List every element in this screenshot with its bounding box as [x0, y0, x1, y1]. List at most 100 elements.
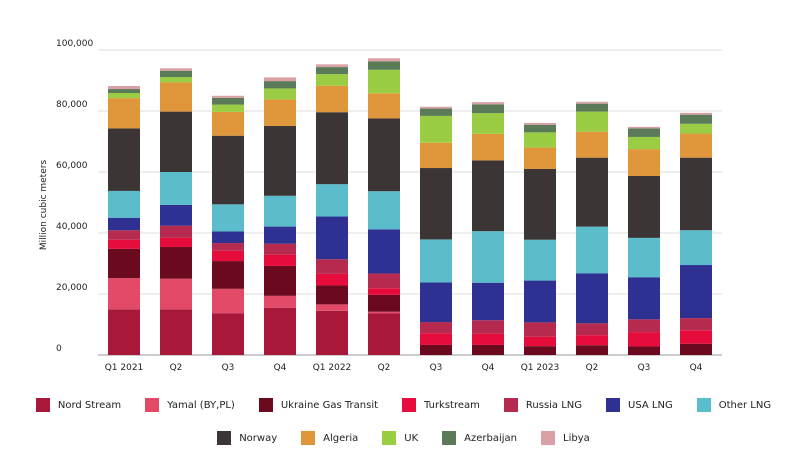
bar-segment	[420, 344, 452, 355]
y-tick-label: 40,000	[56, 222, 88, 232]
bar-segment	[212, 250, 244, 262]
bar-segment	[108, 98, 140, 129]
bar-segment	[524, 280, 556, 323]
bar-segment	[628, 149, 660, 176]
bar-segment	[316, 304, 348, 311]
legend-swatch	[217, 431, 232, 445]
legend-swatch	[442, 431, 457, 445]
legend-swatch	[35, 398, 50, 412]
bar-segment	[680, 157, 712, 231]
legend-swatch	[301, 431, 316, 445]
legend-row-1: Nord Stream Yamal (BY,PL) Ukraine Gas Tran…	[0, 398, 807, 412]
bar-segment	[316, 273, 348, 286]
legend-label: Algeria	[323, 432, 359, 444]
bar-segment	[212, 104, 244, 112]
bar-segment	[160, 111, 192, 172]
x-tick-label: Q4	[482, 363, 495, 373]
bar-segment	[108, 309, 140, 355]
bar-segment	[212, 231, 244, 244]
bar-segment	[108, 217, 140, 231]
legend-swatch	[145, 398, 160, 412]
bar-segment	[108, 248, 140, 279]
bar-segment	[680, 343, 712, 355]
legend-label: Libya	[563, 432, 590, 444]
bar-segment	[472, 333, 504, 345]
y-tick-label: 60,000	[56, 161, 88, 171]
y-axis-label: Million cubic meters	[39, 160, 49, 251]
bar-segment	[680, 330, 712, 344]
bar-segment	[524, 132, 556, 148]
y-tick-label: 0	[56, 344, 62, 354]
bar-segment	[212, 111, 244, 136]
bar-segment	[108, 93, 140, 99]
bar-segment	[420, 168, 452, 240]
bar-segment	[368, 229, 400, 274]
bar-segment	[212, 288, 244, 314]
bar-segment	[576, 335, 608, 346]
bar-segment	[680, 318, 712, 331]
bar-segment	[160, 70, 192, 78]
bar-segment	[368, 313, 400, 355]
bar-segment	[420, 282, 452, 323]
legend-label: Russia LNG	[525, 399, 583, 411]
legend-label: USA LNG	[628, 399, 673, 411]
bar-segment	[108, 190, 140, 218]
bar-segment	[472, 344, 504, 355]
x-tick-label: Q1 2022	[313, 363, 352, 373]
bar-segment	[628, 237, 660, 278]
bar-segment	[160, 309, 192, 355]
y-tick-label: 80,000	[56, 100, 88, 110]
bar-segment	[524, 122, 556, 125]
bar-segment	[316, 310, 348, 355]
bar-segment	[212, 313, 244, 355]
bar-segment	[316, 285, 348, 305]
bar-segment	[420, 108, 452, 116]
legend-row-2: Norway Algeria UK Azerbaijan Libya	[0, 431, 807, 445]
legend-item: Nord Stream	[35, 398, 122, 412]
legend-swatch	[402, 398, 417, 412]
bar-segment	[160, 247, 192, 279]
legend-label: Ukraine Gas Transit	[280, 399, 379, 411]
bar-segment	[368, 69, 400, 94]
bar-segment	[264, 295, 296, 308]
bar-segment	[680, 123, 712, 134]
legend-label: Nord Stream	[57, 399, 122, 411]
bar-segment	[420, 115, 452, 143]
bar-segment	[264, 99, 296, 126]
bar-segment	[576, 157, 608, 227]
bar-segment	[472, 133, 504, 161]
bar-segment	[524, 322, 556, 337]
bar-segment	[576, 131, 608, 158]
x-tick-label: Q1 2021	[105, 363, 144, 373]
x-tick-label: Q4	[690, 363, 703, 373]
bar-segment	[264, 81, 296, 89]
bar-segment	[420, 322, 452, 334]
bar-segment	[420, 333, 452, 345]
legend-item: Ukraine Gas Transit	[258, 398, 379, 412]
legend-label: Turkstream	[424, 399, 480, 411]
bar-segment	[368, 93, 400, 119]
bar-segment	[472, 320, 504, 334]
bar-segment	[368, 294, 400, 312]
bar-segment	[628, 346, 660, 355]
bar-segment	[368, 118, 400, 192]
bar-segment	[628, 319, 660, 333]
legend-label: Norway	[239, 432, 278, 444]
bar-segment	[368, 191, 400, 230]
bar-segment	[524, 168, 556, 240]
bar-segment	[628, 128, 660, 137]
bar-segment	[628, 126, 660, 129]
bar-segment	[472, 104, 504, 114]
bar-segment	[472, 231, 504, 283]
bar-segment	[368, 58, 400, 62]
x-tick-label: Q2	[170, 363, 183, 373]
bar-segment	[264, 88, 296, 100]
bar-segment	[680, 230, 712, 266]
x-tick-label: Q2	[586, 363, 599, 373]
tick-labels: 0 20,000 40,000 60,000 80,000 100,000 Q1 2021 Q…	[56, 39, 703, 373]
legend-item: Yamal (BY,PL)	[145, 398, 235, 412]
legend-item: Norway	[217, 431, 277, 445]
bar-segment	[264, 243, 296, 255]
bar-segment	[316, 74, 348, 86]
bar-segment	[368, 273, 400, 289]
